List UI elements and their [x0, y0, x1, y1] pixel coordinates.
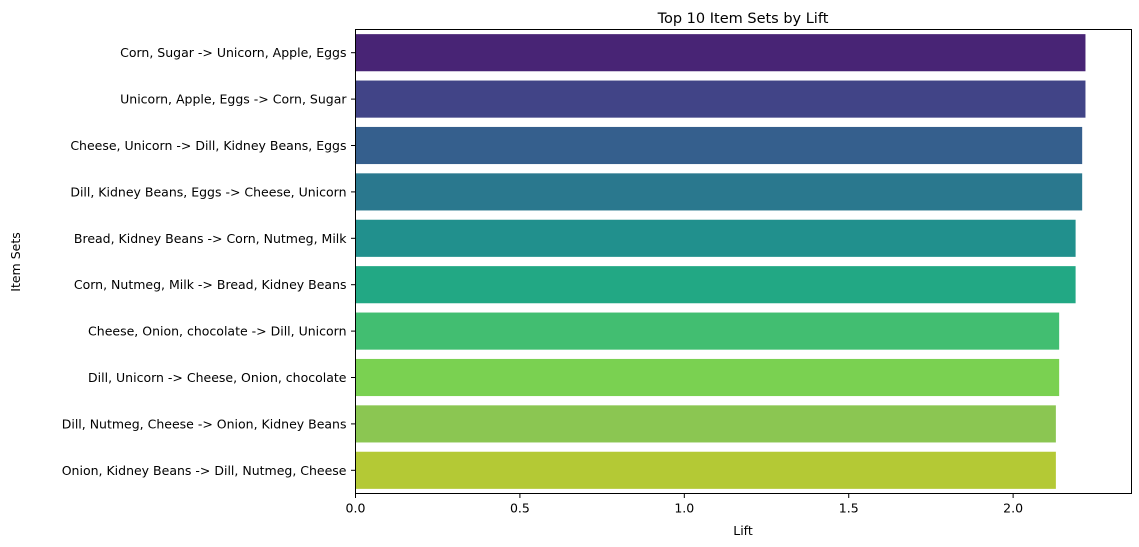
bar: [355, 219, 1076, 257]
y-axis-label: Item Sets: [8, 232, 23, 291]
bar: [355, 80, 1086, 118]
bar: [355, 266, 1076, 304]
y-tick-label: Dill, Kidney Beans, Eggs -> Cheese, Unic…: [70, 184, 346, 199]
bar: [355, 451, 1056, 489]
y-tick-label: Dill, Unicorn -> Cheese, Onion, chocolat…: [88, 370, 347, 385]
bar: [355, 34, 1086, 72]
bar: [355, 126, 1083, 165]
x-tick-label: 0.0: [346, 501, 366, 516]
y-tick-label: Cheese, Unicorn -> Dill, Kidney Beans, E…: [70, 138, 346, 153]
y-tick-label: Corn, Nutmeg, Milk -> Bread, Kidney Bean…: [74, 277, 347, 292]
y-tick-label: Corn, Sugar -> Unicorn, Apple, Eggs: [120, 45, 346, 60]
x-tick-label: 0.5: [510, 501, 530, 516]
x-axis-label: Lift: [733, 523, 753, 538]
chart-title: Top 10 Item Sets by Lift: [657, 11, 829, 27]
x-ticks: 0.0 0.5 1.0 1.5 2.0: [346, 493, 1023, 516]
y-tick-label: Unicorn, Apple, Eggs -> Corn, Sugar: [120, 92, 347, 107]
x-tick-label: 1.0: [674, 501, 694, 516]
bar: [355, 173, 1083, 211]
bar: [355, 358, 1060, 397]
bar: [355, 312, 1060, 350]
y-tick-label: Dill, Nutmeg, Cheese -> Onion, Kidney Be…: [62, 416, 347, 431]
y-tick-label: Onion, Kidney Beans -> Dill, Nutmeg, Che…: [62, 463, 347, 478]
plot-frame: [355, 29, 1132, 494]
bar: [355, 405, 1056, 443]
y-tick-labels: Corn, Sugar -> Unicorn, Apple, Eggs Unico…: [62, 45, 356, 478]
y-tick-label: Cheese, Onion, chocolate -> Dill, Unicor…: [88, 324, 346, 339]
bars: [355, 34, 1086, 489]
x-tick-label: 1.5: [839, 501, 859, 516]
y-tick-label: Bread, Kidney Beans -> Corn, Nutmeg, Mil…: [74, 231, 347, 246]
x-tick-label: 2.0: [1003, 501, 1023, 516]
